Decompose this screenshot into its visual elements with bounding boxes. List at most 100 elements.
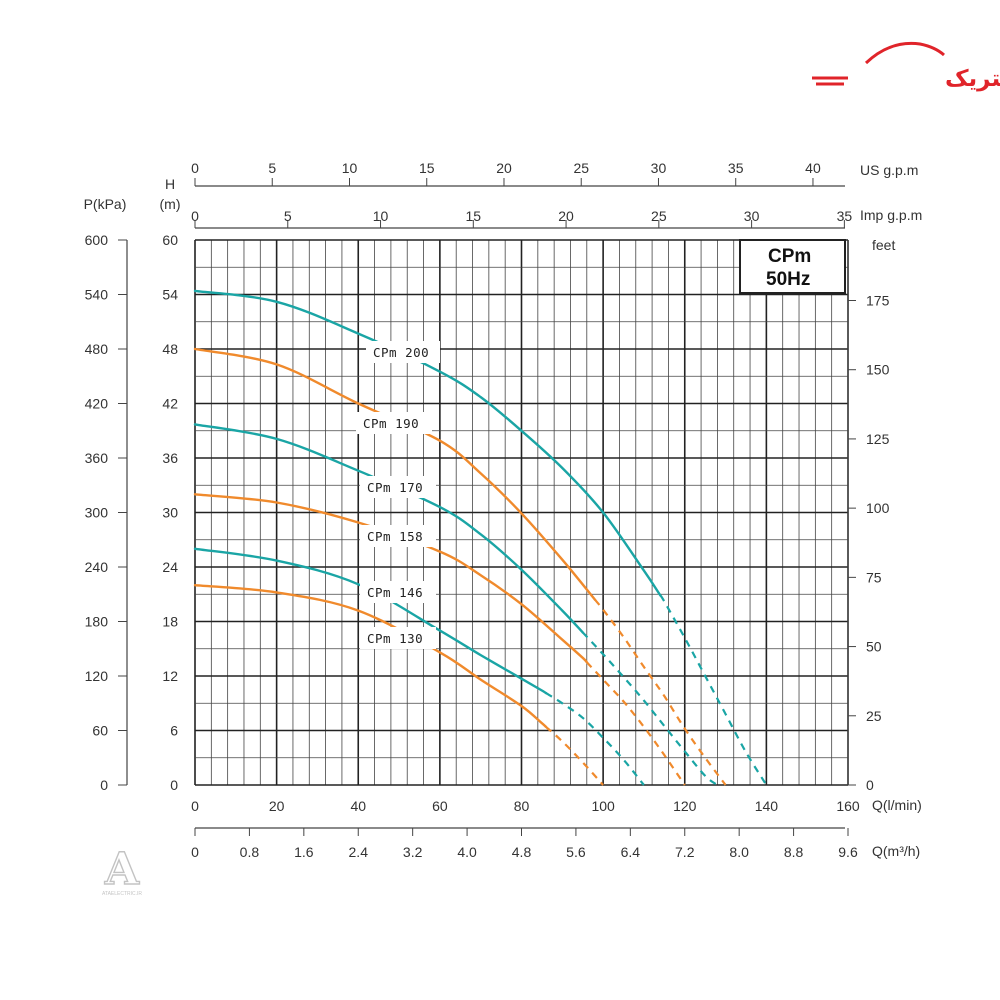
model-name: CPm [768,246,811,267]
m3h-tick-label: 8.8 [784,844,804,860]
model-frequency: 50Hz [766,269,810,290]
curve-label-bg [360,525,436,547]
us-gpm-axis-label: US g.p.m [860,162,918,178]
pressure-tick-label: 60 [92,723,108,739]
curve-labels: CPm 200 CPm 190 CPm 170 CPm 158 CPm 146 … [356,341,440,649]
m3h-tick-label: 1.6 [294,844,314,860]
m3h-axis-label: Q(m³/h) [872,843,920,859]
lmin-tick-label: 160 [836,798,860,814]
curve-cpm-146-dashed [545,692,645,786]
curve-label-cpm-146: CPm 146 [360,581,436,603]
pressure-tick-label: 180 [85,614,109,630]
curve-cpm-190-dashed [594,599,727,786]
lmin-tick-label: 0 [191,798,199,814]
curve-label-text: CPm 130 [367,631,423,646]
lmin-tick-label: 20 [269,798,285,814]
feet-axis-label: feet [872,237,895,253]
watermark-letter: A [104,844,140,895]
us-gpm-tick-label: 25 [573,160,589,176]
curve-cpm-130-solid [193,584,548,729]
curve-label-bg [356,412,432,434]
lmin-tick-label: 100 [591,798,615,814]
logo-text: آتاالکتریک [945,63,1000,92]
curve-label-bg [360,627,436,649]
feet-tick-label: 125 [866,431,890,447]
m3h-tick-label: 5.6 [566,844,586,860]
head-tick-label: 6 [170,723,178,739]
pressure-axis-label: P(kPa) [84,196,127,212]
lmin-axis-label: Q(l/min) [872,797,922,813]
imp-gpm-tick-label: 0 [191,208,199,224]
us-gpm-tick-label: 15 [419,160,435,176]
watermark-caption: ATAELECTRIC.IR [102,891,142,897]
lmin-tick-label: 40 [350,798,366,814]
curve-cpm-158-dashed [585,661,686,786]
curve-label-bg [360,476,436,498]
curve-cpm-190-solid [193,347,597,601]
feet-tick-label: 75 [866,569,882,585]
head-tick-label: 48 [162,341,178,357]
m3h-tick-label: 0.8 [240,844,260,860]
pressure-tick-label: 480 [85,341,109,357]
m3h-tick-label: 8.0 [729,844,749,860]
watermark-logo: A ATAELECTRIC.IR [102,843,142,897]
imp-gpm-tick-label: 35 [837,208,853,224]
m3h-tick-label: 0 [191,844,199,860]
curve-cpm-158-solid [193,493,588,664]
head-tick-label: 18 [162,614,178,630]
m3h-tick-label: 4.8 [512,844,532,860]
head-axis-label: H [165,176,175,192]
lmin-tick-label: 120 [673,798,697,814]
curve-label-cpm-130: CPm 130 [360,627,436,649]
head-axis-unit: (m) [160,196,181,212]
curve-cpm-146-solid [193,547,548,695]
curve-label-text: CPm 200 [373,345,429,360]
m3h-tick-label: 9.6 [838,844,858,860]
head-tick-label: 42 [162,396,178,412]
curve-cpm-200-dashed [659,594,768,786]
pressure-tick-label: 360 [85,450,109,466]
head-tick-label: 54 [162,287,178,303]
pressure-tick-label: 600 [85,232,109,248]
curve-label-text: CPm 170 [367,480,423,495]
feet-tick-label: 25 [866,708,882,724]
us-gpm-tick-label: 20 [496,160,512,176]
head-tick-label: 60 [162,232,178,248]
head-tick-label: 24 [162,559,178,575]
head-tick-label: 12 [162,668,178,684]
curve-label-cpm-190: CPm 190 [356,412,432,434]
feet-tick-label: 0 [866,777,874,793]
us-gpm-tick-label: 10 [342,160,358,176]
plot-grid [194,239,849,786]
curve-cpm-170-solid [193,423,584,634]
imp-gpm-tick-label: 30 [744,208,760,224]
lmin-tick-label: 140 [755,798,779,814]
us-gpm-tick-label: 35 [728,160,744,176]
curve-label-cpm-158: CPm 158 [360,525,436,547]
curve-cpm-170-dashed [581,631,719,786]
head-tick-label: 0 [170,777,178,793]
pressure-tick-label: 0 [100,777,108,793]
pressure-tick-label: 300 [85,505,109,521]
feet-tick-label: 100 [866,500,890,516]
feet-tick-label: 50 [866,639,882,655]
imp-gpm-axis-label: Imp g.p.m [860,207,922,223]
lmin-tick-label: 80 [514,798,530,814]
axis-ticks: 0612182430364248546006012018024030036042… [85,160,890,860]
m3h-tick-label: 2.4 [349,844,369,860]
imp-gpm-tick-label: 25 [651,208,667,224]
curve-label-text: CPm 158 [367,529,423,544]
model-box: CPm 50Hz [739,239,846,294]
feet-tick-label: 150 [866,362,890,378]
head-tick-label: 36 [162,450,178,466]
m3h-tick-label: 4.0 [457,844,477,860]
pump-curves [193,289,768,786]
feet-tick-label: 175 [866,292,890,308]
logo-swoosh [864,41,945,65]
imp-gpm-tick-label: 5 [284,208,292,224]
curve-cpm-200-solid [193,289,662,597]
curve-label-cpm-170: CPm 170 [360,476,436,498]
m3h-tick-label: 3.2 [403,844,423,860]
pressure-tick-label: 420 [85,396,109,412]
